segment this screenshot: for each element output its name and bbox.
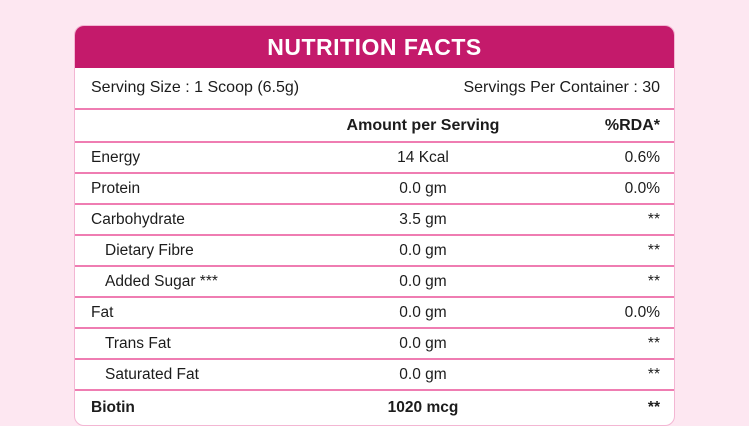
nutrient-amount: 0.0 gm	[399, 365, 447, 383]
nutrient-row-fat: Fat 0.0 gm 0.0%	[75, 298, 674, 329]
nutrient-name: Saturated Fat	[105, 365, 199, 383]
nutrient-rda: **	[647, 210, 660, 228]
nutrient-row-saturated-fat: Saturated Fat 0.0 gm **	[75, 360, 674, 391]
nutrient-amount: 0.0 gm	[399, 272, 447, 290]
nutrient-name: Dietary Fibre	[105, 241, 194, 259]
nutrient-name: Protein	[91, 179, 141, 197]
nutrient-amount: 0.0 gm	[399, 179, 447, 197]
column-header-rda: %RDA*	[604, 116, 660, 134]
nutrient-rda: **	[647, 241, 660, 259]
nutrient-amount: 0.0 gm	[399, 303, 447, 321]
nutrient-name: Biotin	[91, 399, 135, 416]
nutrient-row-dietary-fibre: Dietary Fibre 0.0 gm **	[75, 236, 674, 267]
nutrient-rda: 0.0%	[624, 179, 660, 197]
nutrient-row-biotin: Biotin 1020 mcg **	[75, 391, 674, 425]
nutrient-rda: 0.6%	[624, 148, 660, 166]
servings-per-container-text: Servings Per Container : 30	[463, 79, 660, 96]
nutrient-row-added-sugar: Added Sugar *** 0.0 gm **	[75, 267, 674, 298]
nutrient-amount: 14 Kcal	[397, 148, 449, 166]
nutrient-row-trans-fat: Trans Fat 0.0 gm **	[75, 329, 674, 360]
nutrient-rda: 0.0%	[624, 303, 660, 321]
nutrient-row-protein: Protein 0.0 gm 0.0%	[75, 174, 674, 205]
nutrient-amount: 3.5 gm	[399, 210, 447, 228]
nutrient-row-energy: Energy 14 Kcal 0.6%	[75, 143, 674, 174]
nutrient-name: Fat	[91, 303, 114, 321]
nutrient-name: Energy	[91, 148, 141, 166]
serving-info-row: Serving Size : 1 Scoop (6.5g) Servings P…	[75, 68, 674, 110]
nutrition-facts-card: NUTRITION FACTS Serving Size : 1 Scoop (…	[74, 25, 675, 426]
nutrient-rda: **	[647, 334, 660, 352]
nutrient-rda: **	[647, 272, 660, 290]
nutrient-rda: **	[647, 399, 660, 416]
column-header-amount: Amount per Serving	[346, 116, 500, 134]
nutrient-amount: 0.0 gm	[399, 334, 447, 352]
nutrient-name: Trans Fat	[105, 334, 171, 352]
nutrition-facts-header: NUTRITION FACTS	[75, 26, 674, 68]
nutrient-name: Added Sugar ***	[105, 272, 218, 290]
nutrient-rda: **	[647, 365, 660, 383]
nutrient-name: Carbohydrate	[91, 210, 185, 228]
nutrition-facts-title: NUTRITION FACTS	[267, 33, 482, 60]
serving-size-text: Serving Size : 1 Scoop (6.5g)	[91, 79, 300, 96]
nutrient-row-carbohydrate: Carbohydrate 3.5 gm **	[75, 205, 674, 236]
nutrient-amount: 1020 mcg	[387, 399, 459, 416]
nutrient-amount: 0.0 gm	[399, 241, 447, 259]
column-header-row: Amount per Serving %RDA*	[75, 110, 674, 143]
